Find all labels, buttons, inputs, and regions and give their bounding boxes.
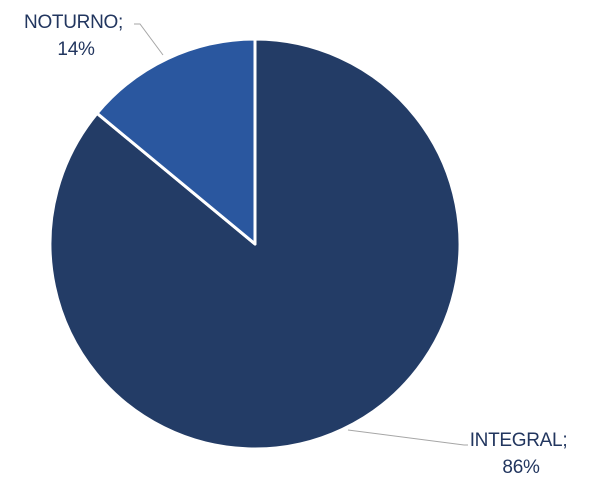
data-label-noturno-value: 14% <box>57 39 95 60</box>
leader-line-noturno <box>134 23 164 56</box>
data-label-integral: INTEGRAL; 86% <box>470 430 573 478</box>
data-label-integral-name: INTEGRAL; <box>470 430 568 451</box>
data-label-integral-value: 86% <box>502 457 540 478</box>
data-label-noturno-name: NOTURNO; <box>24 12 123 33</box>
leader-line-integral <box>347 429 468 446</box>
slices-layer <box>48 37 462 451</box>
data-label-noturno: NOTURNO; 14% <box>24 12 128 60</box>
leader-lines-layer <box>134 23 468 446</box>
pie-slice-noturno <box>95 37 257 246</box>
